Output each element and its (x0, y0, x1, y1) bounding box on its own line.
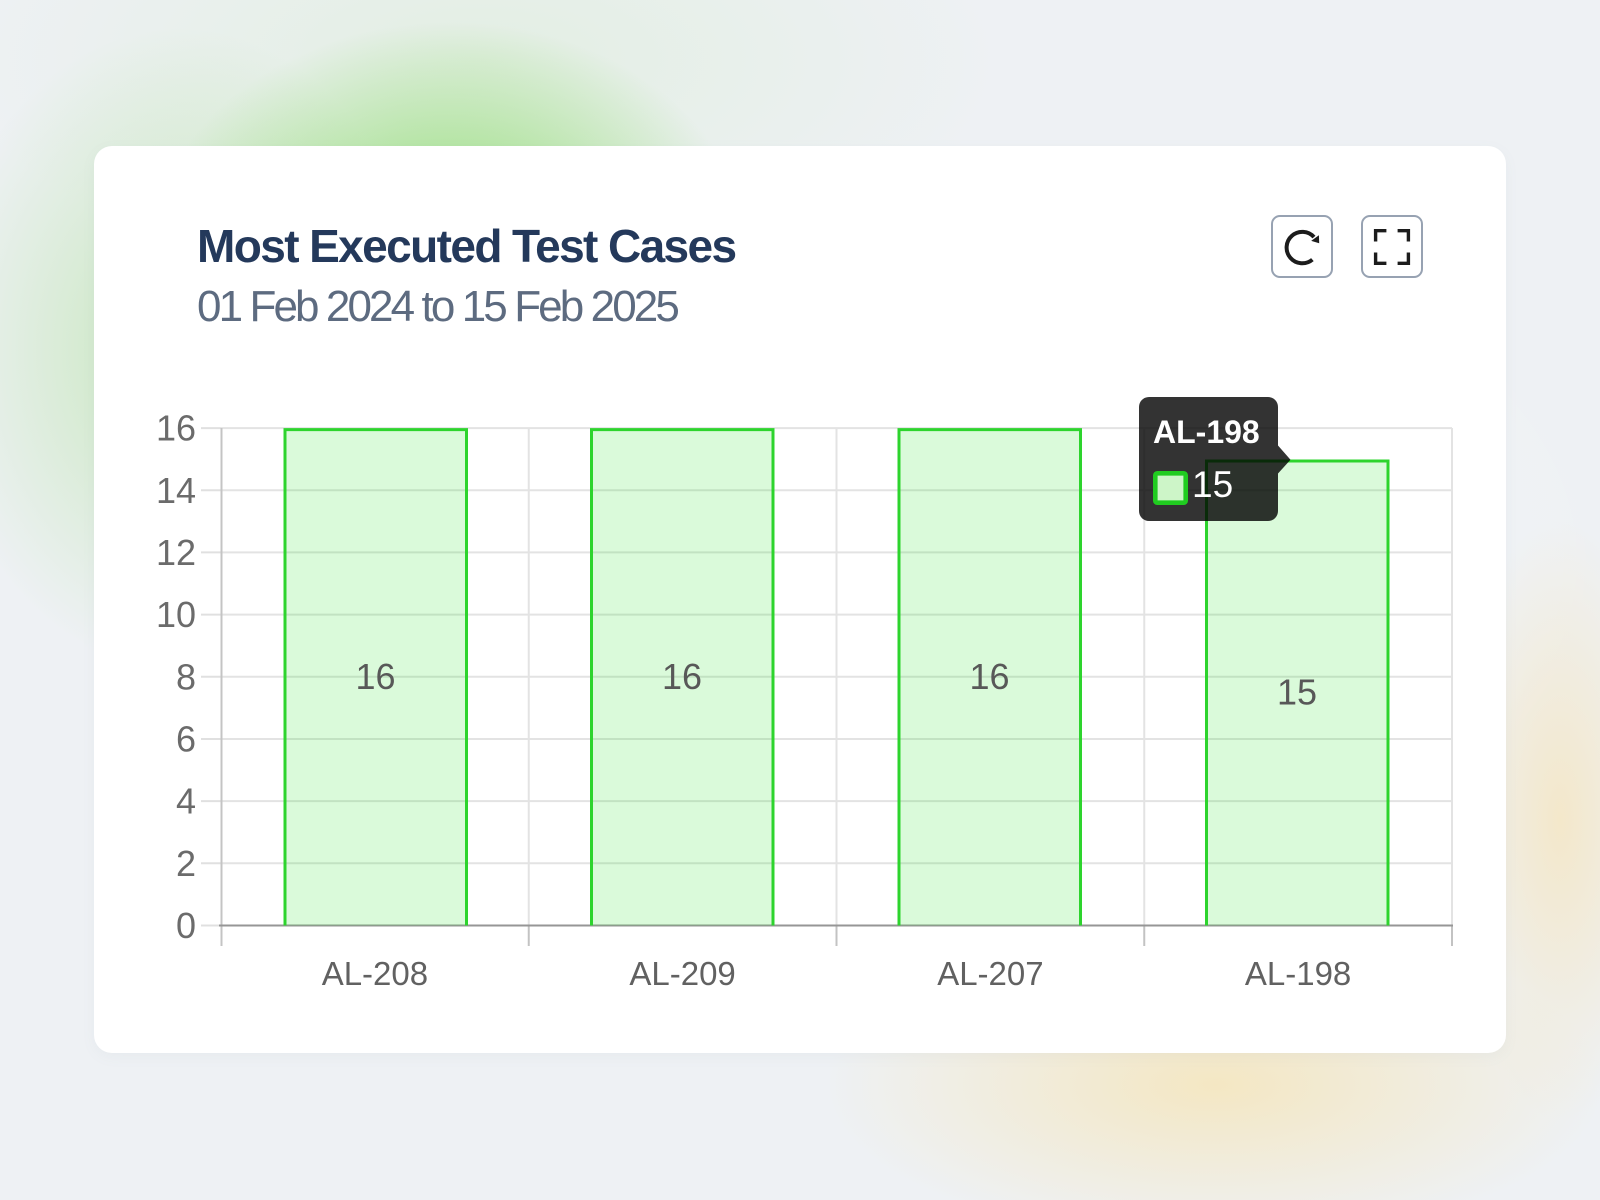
svg-text:16: 16 (355, 656, 395, 697)
svg-text:15: 15 (1192, 464, 1233, 505)
svg-text:14: 14 (156, 470, 196, 511)
svg-text:AL-198: AL-198 (1153, 414, 1260, 450)
svg-text:4: 4 (176, 781, 196, 822)
svg-text:AL-198: AL-198 (1245, 955, 1351, 992)
svg-text:15: 15 (1277, 672, 1317, 713)
svg-text:8: 8 (176, 656, 196, 697)
svg-text:16: 16 (156, 408, 196, 449)
svg-text:6: 6 (176, 719, 196, 760)
svg-text:0: 0 (176, 905, 196, 946)
svg-text:AL-208: AL-208 (322, 955, 428, 992)
svg-text:16: 16 (662, 656, 702, 697)
svg-text:12: 12 (156, 532, 196, 573)
svg-text:10: 10 (156, 594, 196, 635)
svg-text:2: 2 (176, 843, 196, 884)
svg-text:16: 16 (969, 656, 1009, 697)
svg-text:AL-209: AL-209 (629, 955, 735, 992)
svg-text:AL-207: AL-207 (937, 955, 1043, 992)
